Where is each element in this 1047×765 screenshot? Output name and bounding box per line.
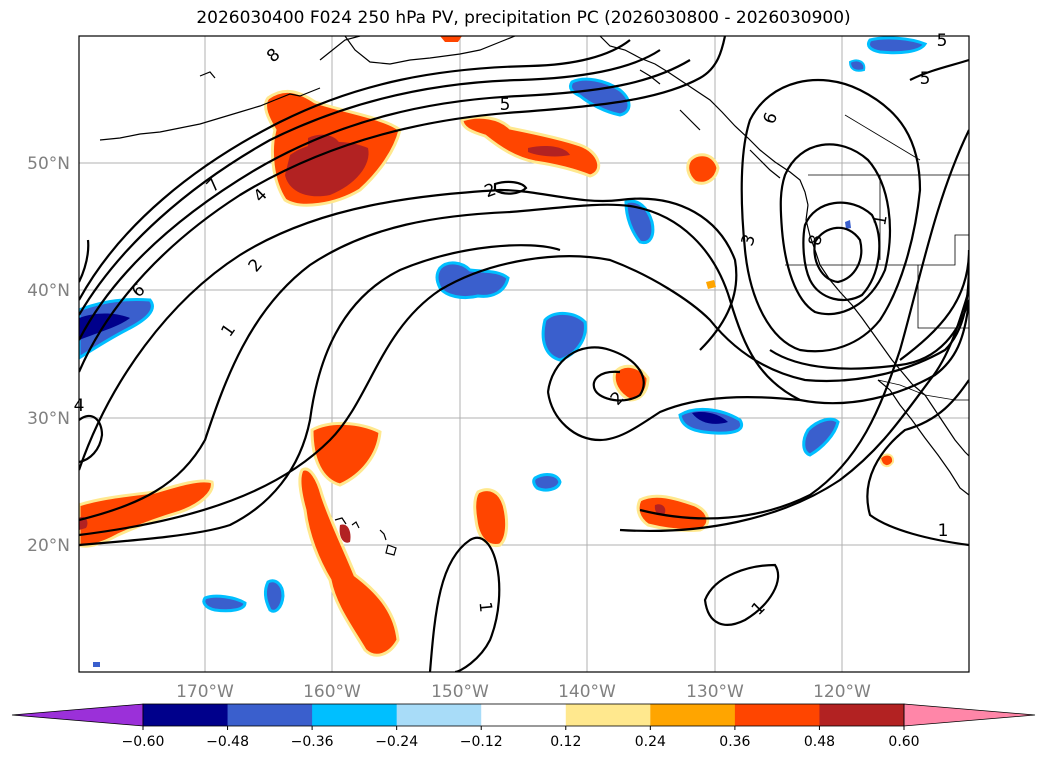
colorbar-tick-label: −0.36: [291, 734, 334, 750]
colorbar-segment: [481, 704, 567, 726]
chart-title: 2026030400 F024 250 hPa PV, precipitatio…: [196, 8, 851, 28]
colorbar-segment: [227, 704, 313, 726]
colorbar-tick-label: −0.24: [375, 734, 418, 750]
lon-label-170w: 170°W: [176, 682, 234, 702]
colorbar-tick-label: 0.60: [888, 734, 919, 750]
positive-anomaly-patches: [79, 36, 895, 657]
colorbar-segment: [312, 704, 398, 726]
map-frame: [78, 35, 970, 673]
contour-label: 7: [203, 175, 225, 197]
map-plot-area: [79, 36, 969, 672]
lon-label-140w: 140°W: [558, 682, 616, 702]
colorbar-tick-label: 0.12: [550, 734, 581, 750]
lon-label-120w: 120°W: [813, 682, 871, 702]
coastlines: [99, 36, 969, 556]
colorbar-segment: [143, 704, 229, 726]
lon-label-130w: 130°W: [686, 682, 744, 702]
contour-label: 5: [920, 69, 931, 89]
colorbar-tick-label: 0.48: [804, 734, 835, 750]
longitude-labels: 170°W 160°W 150°W 140°W 130°W 120°W: [176, 682, 871, 702]
contour-label: 4: [250, 185, 272, 207]
contour-label: 5: [500, 95, 511, 115]
contour-label: 2: [245, 255, 267, 276]
contour-label: 6: [760, 110, 782, 127]
anomaly-patch-dark-core: [285, 141, 369, 197]
colorbar-extend-max: [903, 703, 1036, 727]
political-borders: [785, 114, 969, 401]
colorbar-frame: [142, 703, 905, 727]
colorbar-segment: [565, 704, 651, 726]
colorbar-tick-labels: −0.60 −0.48 −0.36 −0.24 −0.12 0.12 0.24 0.36 0.4…: [122, 726, 920, 750]
contour-label: 3: [738, 232, 760, 249]
colorbar-segment: [734, 704, 820, 726]
lat-label-20n: 20°N: [27, 536, 70, 556]
contour-label: 1: [938, 521, 949, 541]
colorbar-segment: [650, 704, 736, 726]
contour-label: 5: [937, 31, 948, 51]
colorbar-tick-label: 0.24: [635, 734, 666, 750]
contour-label: 1: [218, 320, 241, 340]
latitude-labels: 50°N 40°N 30°N 20°N: [27, 154, 70, 556]
colorbar-tick-label: 0.36: [719, 734, 750, 750]
negative-anomaly-patches: [79, 36, 928, 667]
contour-label: 4: [74, 396, 85, 416]
colorbar-segment: [396, 704, 482, 726]
colorbar-tick-label: −0.60: [122, 734, 165, 750]
grid-lines: [79, 36, 969, 672]
lon-label-160w: 160°W: [303, 682, 361, 702]
contour-label: 8: [805, 233, 827, 247]
contour-label: 1: [870, 213, 892, 227]
lon-label-150w: 150°W: [431, 682, 489, 702]
colorbar-tick-label: −0.48: [206, 734, 249, 750]
lat-label-30n: 30°N: [27, 409, 70, 429]
colorbar: [11, 703, 1036, 727]
lat-label-50n: 50°N: [27, 154, 70, 174]
lat-label-40n: 40°N: [27, 281, 70, 301]
colorbar-segment: [819, 704, 905, 726]
colorbar-tick-label: −0.12: [460, 734, 503, 750]
colorbar-extend-min: [11, 703, 144, 727]
contour-label: 1: [475, 601, 496, 614]
contour-label: 8: [263, 45, 284, 67]
